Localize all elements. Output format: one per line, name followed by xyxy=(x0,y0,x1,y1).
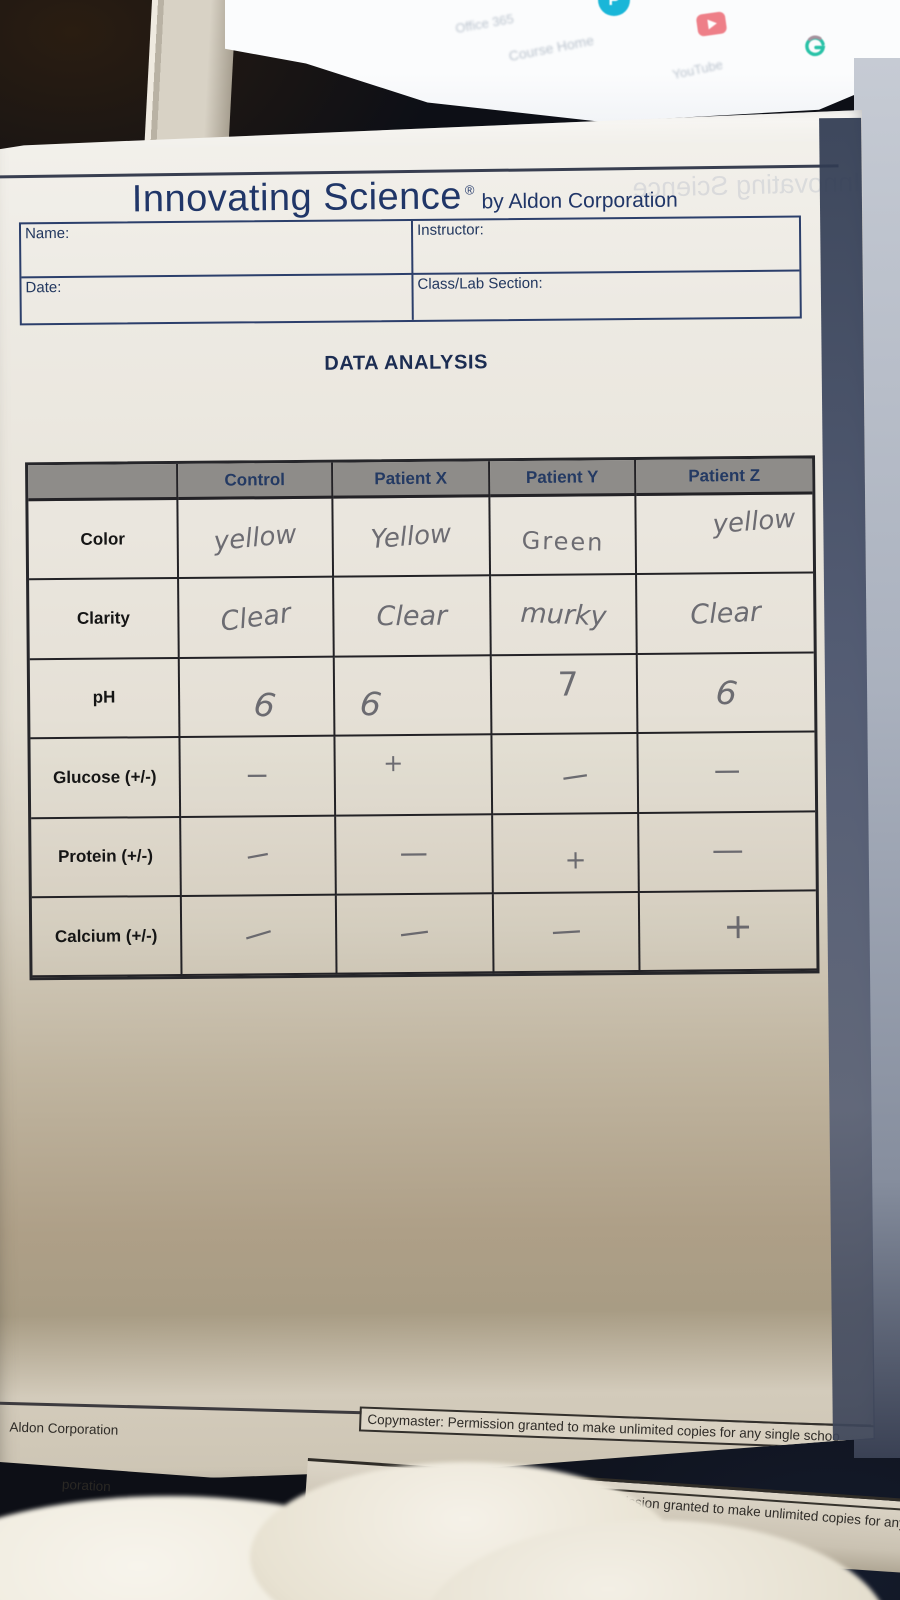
handwritten-value: 6 xyxy=(251,683,279,726)
handwritten-value: Clear xyxy=(689,596,762,631)
row-label-color: Color xyxy=(28,500,179,581)
handwritten-value: + xyxy=(564,845,587,876)
row-label-clarity: Clarity xyxy=(29,579,180,660)
handwritten-value: yellow xyxy=(712,503,798,540)
worksheet-paper: Innovating Science Innovating Science ® … xyxy=(0,110,874,1480)
table-cell: Yellow xyxy=(333,497,491,578)
instructor-field: Instructor: xyxy=(413,218,799,275)
class-section-field: Class/Lab Section: xyxy=(417,274,543,293)
table-cell: Clear xyxy=(179,578,335,659)
handwritten-value: − xyxy=(394,915,435,952)
table-cell: − xyxy=(180,737,336,818)
table-cell: − xyxy=(494,893,641,974)
table-cell: + xyxy=(493,814,640,895)
table-cell: Clear xyxy=(334,577,492,658)
monitor-screen: Office 365 Course Home YouTube Goo P xyxy=(225,0,900,122)
registered-mark: ® xyxy=(464,182,475,198)
table-cell: − xyxy=(181,816,337,897)
p-badge-icon: P xyxy=(598,0,630,16)
section-title: DATA ANALYSIS xyxy=(324,351,489,375)
table-corner-cell xyxy=(28,464,178,501)
brand-title: Innovating Science xyxy=(131,175,463,221)
handwritten-value: 6 xyxy=(357,683,384,725)
table-cell: − xyxy=(638,733,815,814)
desktop-shortcut-label: Goo xyxy=(385,96,408,112)
handwritten-value: − xyxy=(710,756,743,788)
handwritten-value: Clear xyxy=(376,600,448,632)
handwritten-value: + xyxy=(723,906,753,947)
table-cell: Clear xyxy=(637,574,814,655)
column-header-control: Control xyxy=(178,463,333,500)
handwritten-value: + xyxy=(382,748,404,778)
handwritten-value: − xyxy=(244,760,270,792)
column-header-patient-x: Patient X xyxy=(333,461,490,498)
table-cell: − xyxy=(337,894,495,975)
table-cell: 6 xyxy=(638,653,815,734)
row-label-protein: Protein (+/-) xyxy=(31,818,182,899)
table-cell: yellow xyxy=(178,499,334,580)
table-cell: − xyxy=(336,815,494,896)
desktop-shortcut-label: Course Home xyxy=(507,31,596,65)
g-logo-icon xyxy=(803,34,827,63)
name-field: Name: xyxy=(21,221,413,278)
brand-byline: by Aldon Corporation xyxy=(481,188,678,214)
footer-publisher: Aldon Corporation xyxy=(9,1419,119,1438)
column-header-patient-y: Patient Y xyxy=(490,460,636,497)
handwritten-value: 6 xyxy=(713,671,740,714)
table-cell: yellow xyxy=(636,494,813,575)
table-cell: 6 xyxy=(335,656,493,737)
blanket xyxy=(0,1440,900,1600)
handwritten-value: − xyxy=(241,837,275,874)
table-cell: murky xyxy=(491,575,638,656)
handwritten-value: 7 xyxy=(557,664,579,704)
table-cell: 7 xyxy=(492,655,639,736)
data-analysis-table: Control Patient X Patient Y Patient Z Co… xyxy=(25,455,819,980)
column-header-patient-z: Patient Z xyxy=(636,458,812,496)
table-cell: 6 xyxy=(180,657,336,738)
desktop-shortcut-label: Office 365 xyxy=(454,10,515,37)
row-label-glucose: Glucose (+/-) xyxy=(30,738,181,819)
handwritten-value: murky xyxy=(519,597,608,633)
handwritten-value: − xyxy=(556,759,593,796)
row-label-ph: pH xyxy=(30,659,181,740)
table-cell: − xyxy=(639,812,816,893)
table-cell: − xyxy=(182,896,338,977)
p-badge-letter: P xyxy=(608,0,619,10)
handwritten-value: − xyxy=(238,915,280,955)
date-field: Date: xyxy=(21,275,413,323)
handwritten-value: Green xyxy=(521,526,605,557)
youtube-play-icon xyxy=(695,11,728,37)
table-cell: + xyxy=(640,891,817,972)
desktop-shortcut-label: YouTube xyxy=(670,56,725,83)
handwritten-value: Yellow xyxy=(369,518,453,555)
table-cell: − xyxy=(492,734,639,815)
handwritten-value: − xyxy=(396,838,432,870)
table-cell: Green xyxy=(490,496,637,577)
student-info-form: Name: Instructor: Date: Class/Lab Sectio… xyxy=(19,216,802,326)
handwritten-value: − xyxy=(708,835,747,868)
handwritten-value: yellow xyxy=(212,519,298,557)
row-label-calcium: Calcium (+/-) xyxy=(32,897,183,978)
handwritten-value: − xyxy=(547,915,586,949)
table-cell: + xyxy=(335,735,493,816)
handwritten-value: Clear xyxy=(218,597,293,638)
